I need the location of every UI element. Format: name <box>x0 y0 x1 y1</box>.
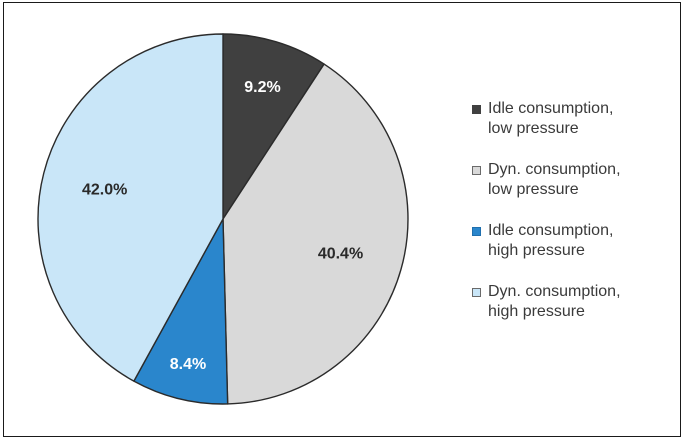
legend-label-line: Idle consumption, <box>488 100 614 117</box>
pie-slice <box>133 218 229 405</box>
legend: Idle consumption, low pressure Dyn. consum… <box>472 99 672 343</box>
legend-swatch <box>472 166 481 175</box>
legend-swatch <box>472 105 481 114</box>
legend-label: Idle consumption, low pressure <box>488 99 613 139</box>
legend-item: Dyn. consumption, low pressure <box>472 160 672 221</box>
legend-label-line: Dyn. consumption, <box>488 161 621 178</box>
pie-slice <box>222 33 325 220</box>
legend-label-line: Idle consumption, <box>488 222 614 239</box>
legend-label: Dyn. consumption, high pressure <box>488 282 621 322</box>
legend-swatch <box>472 227 481 236</box>
legend-item: Idle consumption, low pressure <box>472 99 672 160</box>
legend-label: Dyn. consumption, low pressure <box>488 160 621 200</box>
legend-item: Idle consumption, high pressure <box>472 221 672 282</box>
chart-frame: 9.2% 40.4% 8.4% 42.0% Idle consumption, low … <box>3 2 681 437</box>
slice-value-label: 42.0% <box>82 182 127 199</box>
slice-value-label: 9.2% <box>244 79 280 96</box>
slice-value-label: 8.4% <box>170 356 206 373</box>
legend-label-line: high pressure <box>488 303 585 320</box>
pie-slice <box>37 33 224 382</box>
slice-value-label: 40.4% <box>318 245 363 262</box>
legend-label-line: low pressure <box>488 181 579 198</box>
pie-chart: 9.2% 40.4% 8.4% 42.0% <box>37 33 409 405</box>
legend-item: Dyn. consumption, high pressure <box>472 282 672 343</box>
legend-label-line: Dyn. consumption, <box>488 283 621 300</box>
pie-slice <box>222 63 409 405</box>
legend-label: Idle consumption, high pressure <box>488 221 613 261</box>
legend-label-line: low pressure <box>488 120 579 137</box>
legend-label-line: high pressure <box>488 242 585 259</box>
legend-swatch <box>472 288 481 297</box>
